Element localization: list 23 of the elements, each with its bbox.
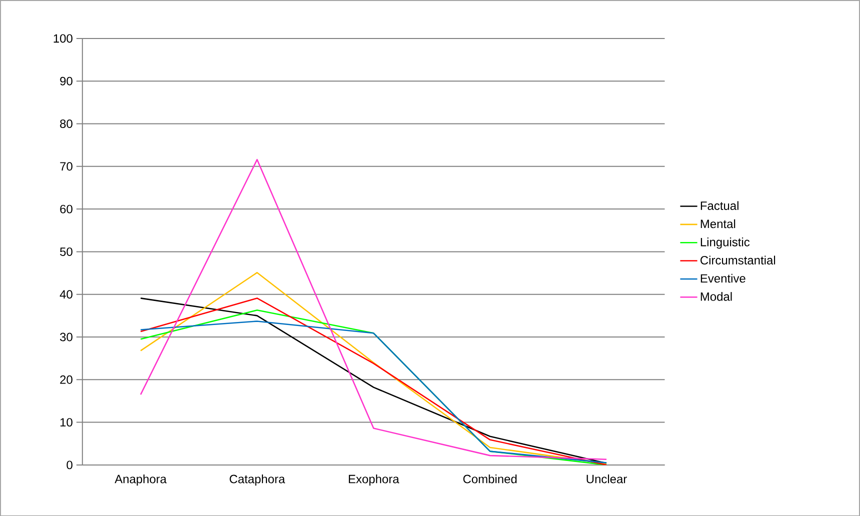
legend-label: Eventive (700, 274, 746, 282)
y-tick-label: 40 (60, 290, 72, 298)
y-tick-label: 100 (54, 34, 72, 42)
y-tick-label: 50 (60, 247, 72, 256)
y-tick-label: 70 (60, 162, 72, 170)
x-tick-label: Exophora (348, 474, 400, 486)
y-tick-label: 80 (60, 119, 72, 128)
legend-label: Modal (700, 292, 732, 301)
y-tick-label: 60 (60, 204, 72, 214)
y-tick-label: 90 (60, 76, 72, 86)
y-tick-label: 30 (60, 332, 72, 342)
y-tick-label: 10 (60, 418, 72, 426)
x-tick-label: Cataphora (230, 474, 286, 486)
x-tick-label: Anaphora (114, 474, 167, 486)
line-series (140, 158, 608, 460)
legend-label: Linguistic (700, 237, 750, 249)
x-tick-label: Unclear (586, 474, 627, 484)
legend-label: Circumstantial (700, 256, 776, 264)
y-tick-label: 20 (60, 375, 72, 384)
y-tick-label: 0 (66, 460, 72, 469)
legend-label: Factual (700, 200, 738, 210)
x-tick-label: Combined (463, 474, 517, 484)
legend-label: Mental (700, 219, 736, 228)
